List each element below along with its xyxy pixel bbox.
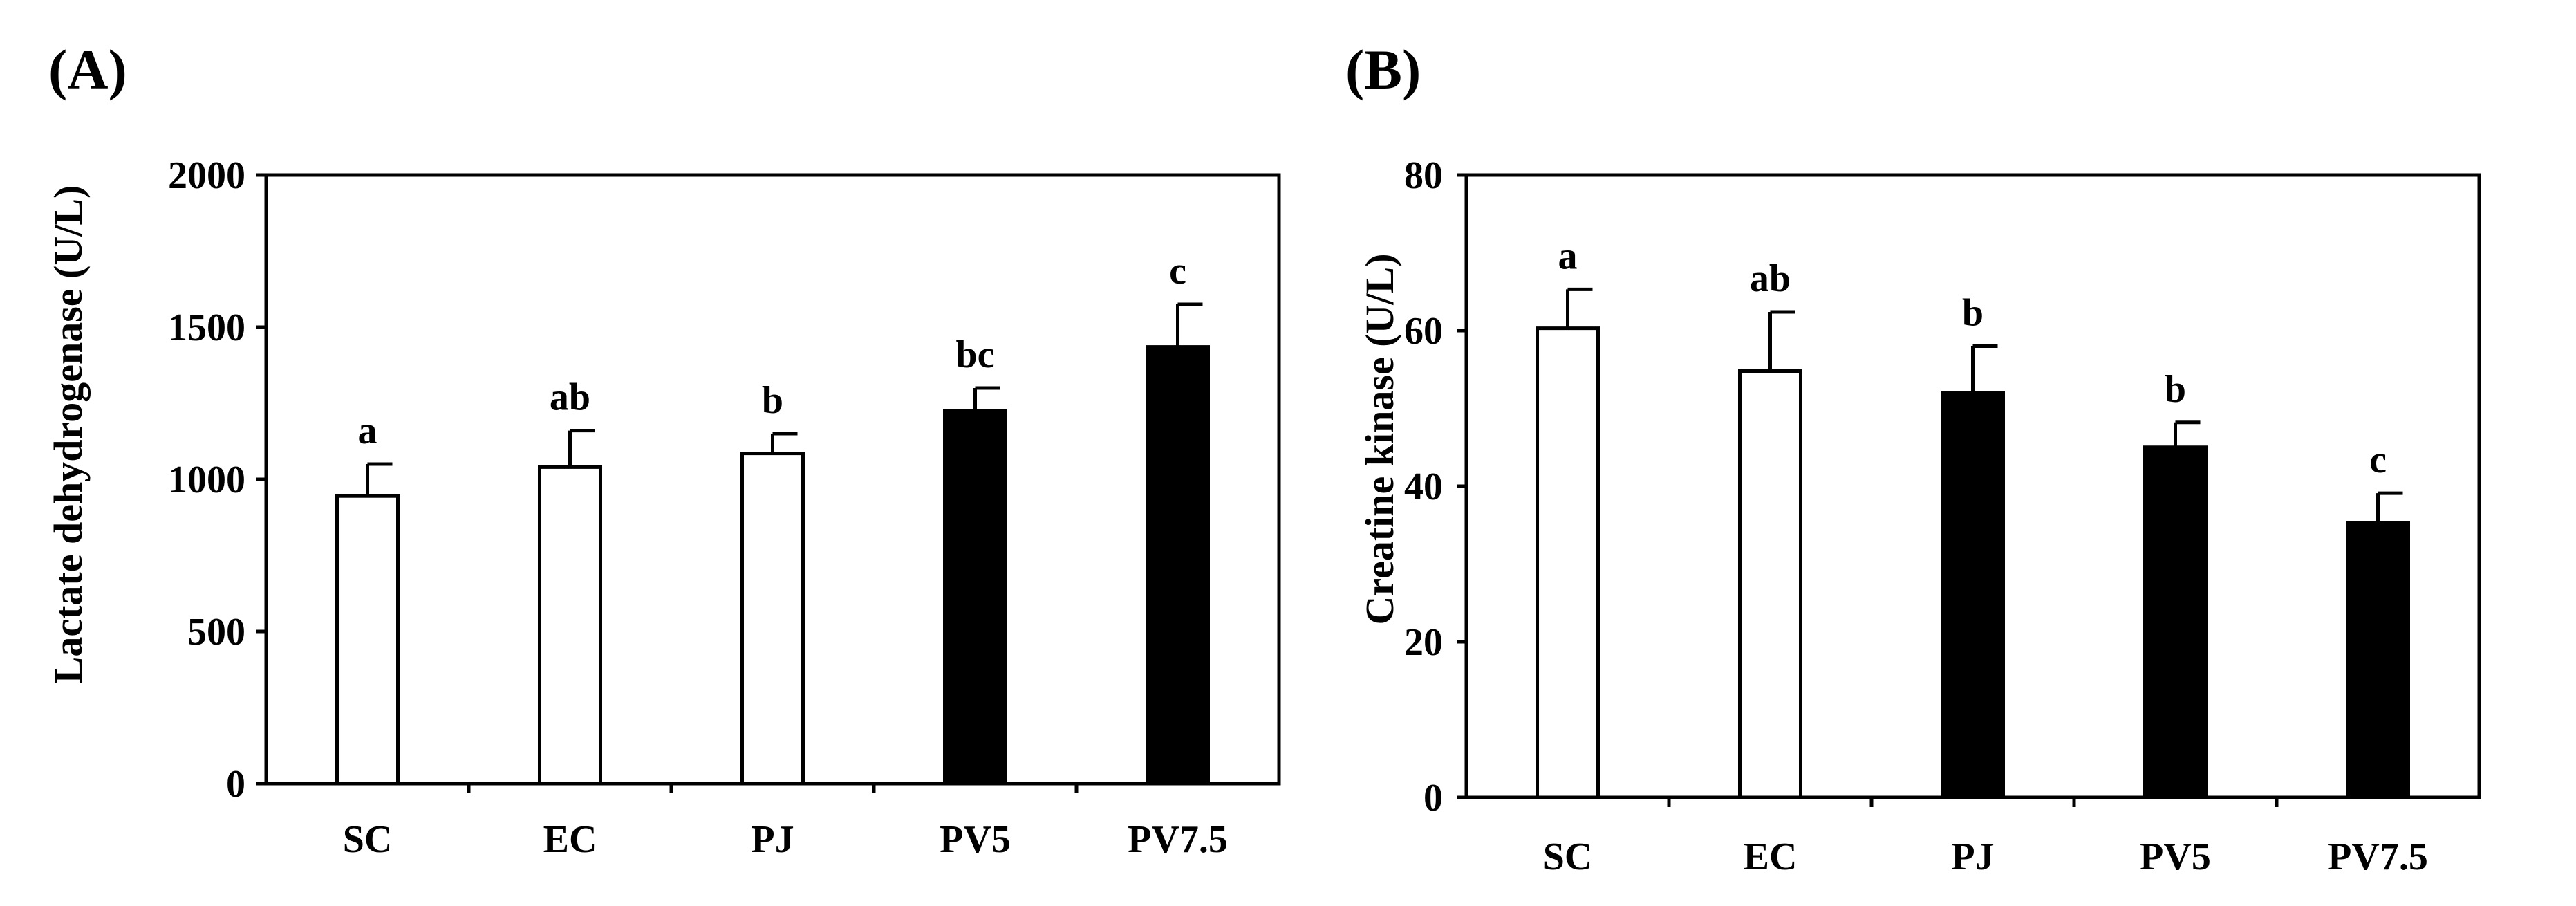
panel-b: (B) Creatine kinase (U/L) 0 20 40 60 80 a ab b… xyxy=(1345,38,2481,878)
panel-a: (A) Lactate dehydrogenase (U/L) 0 500 1000… xyxy=(46,38,1281,861)
y-tick-label: 1000 xyxy=(168,459,245,501)
y-tick-label: 0 xyxy=(226,763,245,806)
x-axis-a: SC EC PJ PV5 PV7.5 xyxy=(343,784,1228,861)
x-tick-label: PJ xyxy=(1951,835,1994,878)
x-tick-label: PV5 xyxy=(2140,835,2211,878)
y-tick-label: 40 xyxy=(1404,465,1443,508)
y-tick-label: 0 xyxy=(1424,777,1443,820)
panel-label-a: (A) xyxy=(48,38,127,101)
x-tick-label: PJ xyxy=(751,818,794,861)
significance-label: ab xyxy=(1750,257,1791,300)
y-axis-a: 0 500 1000 1500 2000 xyxy=(168,154,266,806)
plot-frame-a xyxy=(264,173,1281,786)
significance-label: ab xyxy=(550,376,590,419)
significance-label: b xyxy=(2165,368,2186,411)
y-tick-label: 500 xyxy=(187,611,245,654)
bar-pv7-5 xyxy=(1146,345,1210,786)
y-tick-label: 1500 xyxy=(168,306,245,349)
bar-pv5 xyxy=(943,409,1007,786)
bar-pj xyxy=(1941,391,2005,799)
significance-label: c xyxy=(1169,250,1186,293)
bar-sc xyxy=(335,494,400,786)
y-axis-title-b: Creatine kinase (U/L) xyxy=(1357,253,1402,625)
significance-label: a xyxy=(1558,234,1578,277)
x-tick-label: PV7.5 xyxy=(2328,835,2428,878)
panel-label-b: (B) xyxy=(1345,38,1421,101)
y-tick-label: 80 xyxy=(1404,154,1443,197)
bar-pv7-5 xyxy=(2346,521,2410,799)
significance-label: b xyxy=(762,379,783,422)
y-axis-title-a: Lactate dehydrogenase (U/L) xyxy=(46,185,91,684)
x-tick-label: SC xyxy=(343,818,393,861)
x-tick-label: PV5 xyxy=(940,818,1011,861)
y-tick-label: 20 xyxy=(1404,621,1443,664)
bar-pv5 xyxy=(2143,445,2208,799)
x-tick-label: SC xyxy=(1543,835,1593,878)
y-tick-label: 2000 xyxy=(168,154,245,197)
bar-sc xyxy=(1536,326,1600,799)
significance-label: bc xyxy=(956,333,995,376)
bar-ec xyxy=(538,465,602,786)
bar-pj xyxy=(740,452,805,786)
significance-label: c xyxy=(2369,438,2387,481)
x-axis-b: SC EC PJ PV5 PV7.5 xyxy=(1543,797,2428,878)
bars-b: a ab b b c xyxy=(1536,234,2410,799)
significance-label: a xyxy=(358,409,377,452)
significance-label: b xyxy=(1962,292,1984,335)
x-tick-label: EC xyxy=(543,818,597,861)
bars-a: a ab b bc c xyxy=(335,250,1210,786)
x-tick-label: EC xyxy=(1744,835,1798,878)
y-axis-b: 0 20 40 60 80 xyxy=(1404,154,1466,820)
y-tick-label: 60 xyxy=(1404,310,1443,353)
plot-frame-b xyxy=(1464,173,2481,799)
x-tick-label: PV7.5 xyxy=(1128,818,1228,861)
bar-ec xyxy=(1738,369,1802,799)
